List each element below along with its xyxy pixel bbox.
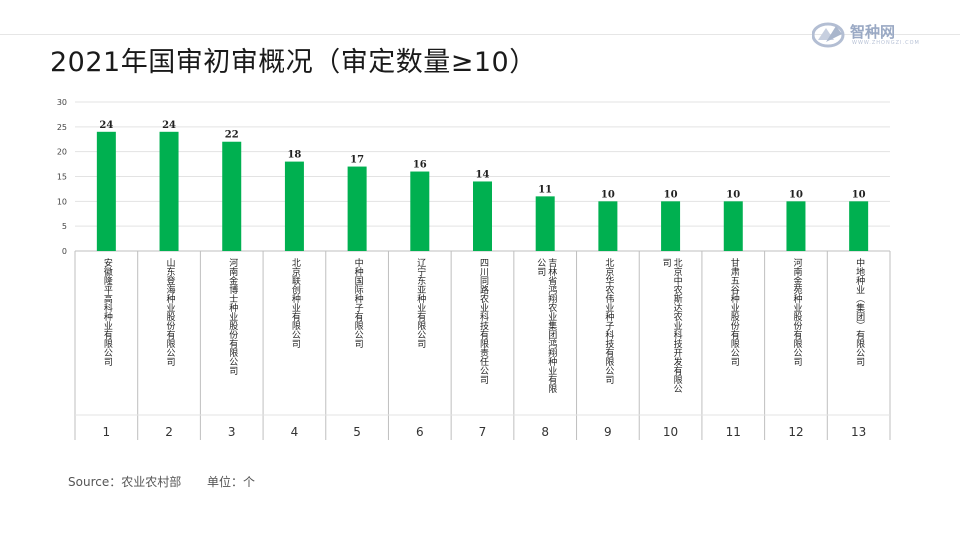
bar bbox=[222, 141, 242, 251]
logo-tagline: WWW.ZHONGZI.COM bbox=[852, 40, 920, 46]
y-tick-label: 15 bbox=[57, 173, 67, 182]
category-label: 北京联创种业有限公司 bbox=[289, 258, 300, 348]
bar bbox=[535, 196, 555, 251]
category-index: 9 bbox=[604, 425, 612, 439]
bar bbox=[284, 161, 304, 251]
category-index: 4 bbox=[290, 425, 299, 439]
category-index: 3 bbox=[227, 425, 236, 439]
category-label: 中种国际种子有限公司 bbox=[352, 258, 363, 348]
page-title: 2021年国审初审概况（审定数量≥10） bbox=[50, 47, 537, 78]
bar bbox=[786, 201, 806, 251]
category-index: 5 bbox=[353, 425, 361, 439]
data-label: 22 bbox=[225, 130, 239, 141]
data-label: 17 bbox=[350, 155, 364, 166]
bar bbox=[723, 201, 743, 251]
category-index: 7 bbox=[478, 425, 487, 439]
category-label: 山东登海种业股份有限公司 bbox=[164, 258, 175, 366]
unit-note: 单位：个 bbox=[207, 475, 256, 489]
y-tick-label: 30 bbox=[57, 98, 67, 107]
category-label: 吉林省鸿翔农业集团鸿翔种业有限公司 bbox=[535, 258, 557, 393]
category-label: 北京华农伟业种子科技有限公司 bbox=[603, 258, 614, 384]
logo-mark-icon bbox=[811, 22, 845, 48]
category-label: 四川同路农业科技有限责任公司 bbox=[478, 258, 488, 384]
category-index: 13 bbox=[851, 425, 867, 439]
footer: Source：农业农村部 单位：个 bbox=[68, 473, 277, 490]
data-label: 14 bbox=[476, 169, 490, 180]
y-tick-label: 5 bbox=[62, 222, 67, 231]
bar bbox=[661, 201, 681, 251]
data-label: 18 bbox=[287, 150, 301, 161]
category-label: 北京中农斯达农业科技开发有限公司 bbox=[660, 258, 682, 393]
bar bbox=[347, 166, 367, 251]
data-label: 10 bbox=[726, 189, 740, 200]
bar bbox=[410, 171, 430, 251]
category-label: 河南金博士种业股份有限公司 bbox=[227, 258, 238, 375]
data-label: 11 bbox=[538, 184, 552, 195]
bar bbox=[598, 201, 618, 251]
category-index: 6 bbox=[415, 425, 424, 439]
category-index: 1 bbox=[102, 425, 111, 439]
category-label: 中地种业（集团）有限公司 bbox=[854, 258, 865, 366]
source-note: Source：农业农村部 bbox=[68, 475, 182, 489]
y-tick-label: 25 bbox=[57, 123, 67, 132]
bar bbox=[473, 181, 492, 251]
category-index: 2 bbox=[165, 425, 173, 439]
category-label: 安徽隆平高科种业有限公司 bbox=[101, 258, 112, 366]
category-label: 河南金苑种业股份有限公司 bbox=[791, 258, 802, 366]
logo-name: 智种网 bbox=[850, 23, 896, 41]
category-index: 12 bbox=[788, 425, 804, 439]
data-label: 10 bbox=[852, 189, 866, 200]
data-label: 24 bbox=[99, 120, 113, 131]
data-label: 24 bbox=[162, 120, 176, 131]
data-label: 10 bbox=[664, 189, 678, 200]
logo: 智种网 WWW.ZHONGZI.COM bbox=[811, 20, 922, 48]
y-tick-label: 0 bbox=[62, 247, 67, 256]
category-index: 10 bbox=[662, 425, 679, 439]
bar bbox=[849, 201, 869, 251]
bar bbox=[159, 131, 179, 251]
category-index: 11 bbox=[725, 425, 741, 439]
bar bbox=[96, 131, 116, 251]
data-label: 16 bbox=[413, 160, 427, 171]
header-divider bbox=[0, 34, 960, 35]
data-label: 10 bbox=[601, 189, 615, 200]
y-tick-label: 20 bbox=[57, 148, 67, 157]
category-label: 甘肃五谷种业股份有限公司 bbox=[728, 258, 739, 366]
data-label: 10 bbox=[789, 189, 803, 200]
category-label: 辽宁东亚种业有限公司 bbox=[415, 258, 426, 348]
y-tick-label: 10 bbox=[57, 197, 67, 206]
category-index: 8 bbox=[541, 425, 549, 439]
